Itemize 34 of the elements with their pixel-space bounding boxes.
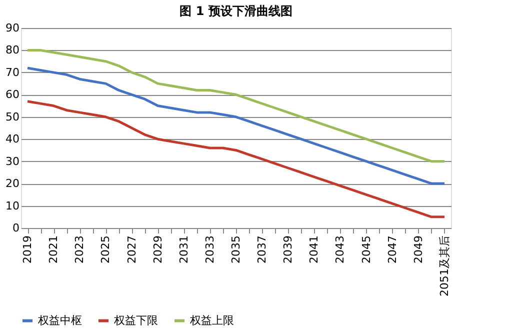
chart-title: 图 1 预设下滑曲线图	[180, 4, 292, 18]
x-tick-label: 2049	[412, 236, 425, 264]
legend-label: 权益中枢	[37, 314, 82, 327]
x-tick-label: 2045	[360, 236, 373, 264]
x-tick-label: 2043	[334, 236, 347, 264]
legend-label: 权益上限	[189, 314, 234, 327]
x-tick-label: 2019	[21, 236, 34, 264]
y-tick-label: 80	[6, 44, 20, 57]
x-tick-label: 2033	[203, 236, 216, 264]
legend-label: 权益下限	[113, 314, 158, 327]
x-tick-label: 2031	[177, 236, 190, 264]
x-tick-label: 2039	[282, 236, 295, 264]
x-tick-label: 2041	[308, 236, 321, 264]
y-tick-label: 0	[12, 222, 20, 234]
x-tick-label: 2025	[99, 236, 112, 264]
x-tick-label: 2035	[230, 236, 242, 264]
line-series	[26, 48, 446, 163]
x-tick-label: 2029	[151, 236, 164, 264]
line-series	[26, 66, 446, 185]
x-tick-label: 2037	[256, 236, 269, 264]
y-tick-label: 40	[6, 132, 20, 146]
y-tick-label: 10	[6, 199, 20, 212]
x-tick-label: 2051及其后	[438, 236, 451, 296]
y-tick-label: 70	[6, 66, 20, 79]
x-tick-label: 2047	[386, 236, 399, 264]
x-tick-label: 2021	[47, 236, 60, 264]
y-tick-label: 20	[6, 177, 20, 190]
y-tick-label: 50	[6, 110, 20, 124]
y-tick-label: 30	[6, 154, 20, 168]
y-tick-label: 90	[6, 22, 20, 34]
x-tick-label: 2027	[125, 236, 138, 264]
line-series	[26, 100, 446, 218]
x-tick-label: 2023	[73, 236, 86, 264]
y-tick-label: 60	[6, 88, 20, 102]
